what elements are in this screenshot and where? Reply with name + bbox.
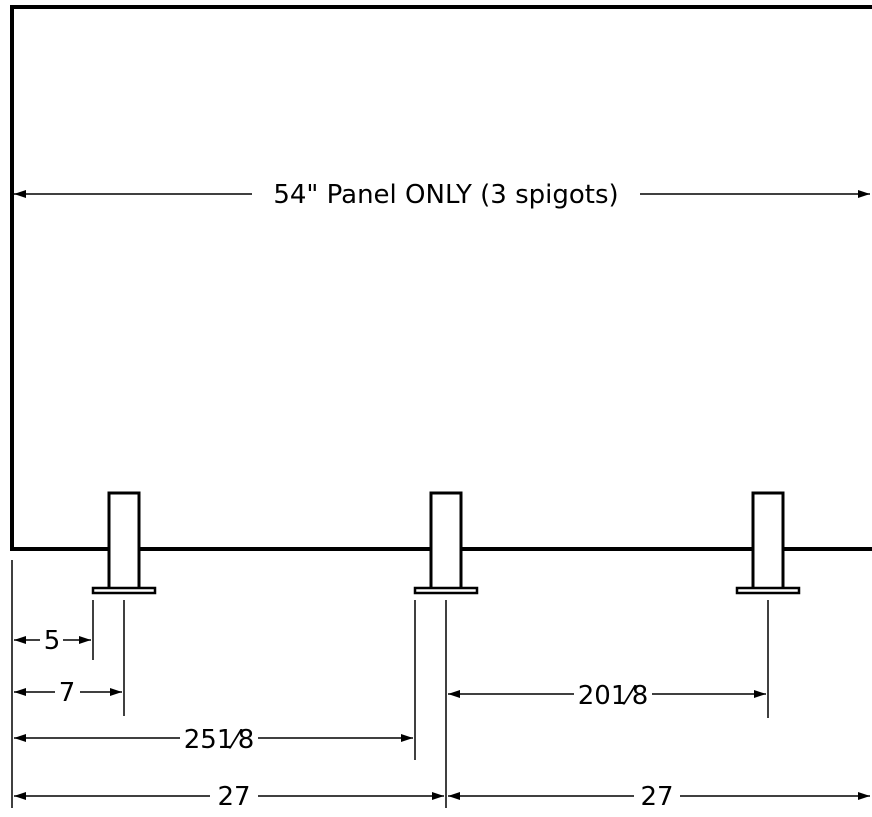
panel-width-label: 54" Panel ONLY (3 spigots) — [273, 180, 618, 210]
dimension-20-1-8: 201⁄8 — [448, 681, 766, 711]
dim-27-left-label: 27 — [217, 782, 250, 812]
glass-panel — [10, 5, 872, 551]
dimension-5: 5 — [14, 626, 91, 656]
spigot-center — [413, 491, 479, 595]
spigot-left — [91, 491, 157, 595]
dimension-25-1-8: 251⁄8 — [14, 725, 413, 755]
dim-7-label: 7 — [59, 678, 76, 708]
dimension-7: 7 — [14, 678, 122, 708]
dim-20-label: 201⁄8 — [578, 681, 649, 711]
extension-lines — [11, 560, 769, 808]
dim-25-label: 251⁄8 — [184, 725, 255, 755]
dim-27-right-label: 27 — [640, 782, 673, 812]
spigot-right — [735, 491, 801, 595]
dimension-27-left: 27 — [14, 782, 444, 812]
dim-5-label: 5 — [44, 626, 61, 656]
dimension-27-right: 27 — [448, 782, 870, 812]
dimension-panel-width: 54" Panel ONLY (3 spigots) — [14, 180, 870, 210]
